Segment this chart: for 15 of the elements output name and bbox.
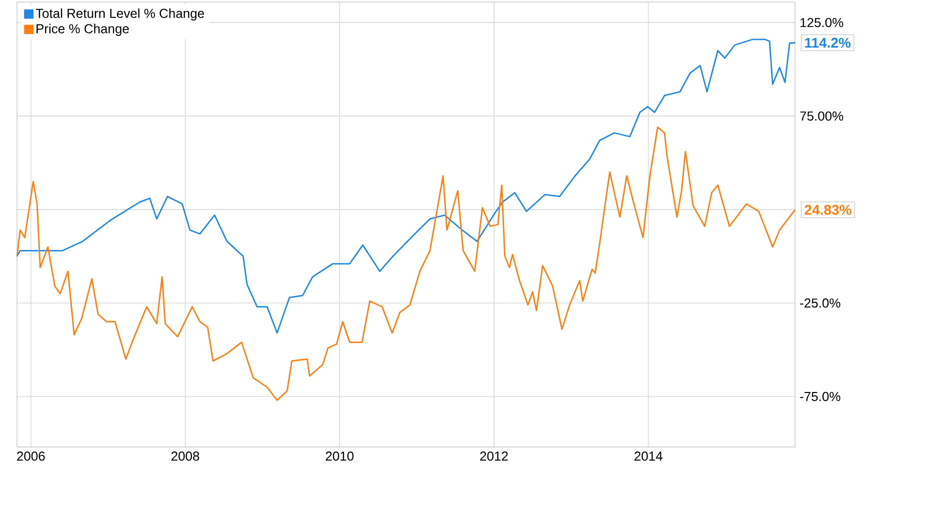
line-series: [16, 38, 796, 334]
y-tick-label: -75.0%: [800, 392, 840, 402]
x-tick-label: 2014: [634, 452, 662, 461]
data-label: 24.83%: [804, 204, 852, 215]
line-series: [16, 126, 796, 401]
x-tick-label: 2008: [171, 452, 200, 461]
x-tick-label: 2010: [326, 452, 354, 461]
y-tick-label: 75.00%: [800, 111, 844, 121]
y-tick-label: 125.0%: [800, 18, 844, 28]
x-tick-label: 2006: [17, 452, 45, 461]
legend-label: Total Return Level % Change: [36, 8, 204, 21]
data-label: 114.2%: [805, 38, 851, 48]
x-tick-label: 2012: [480, 452, 508, 461]
y-tick-label: -25.0%: [800, 298, 840, 308]
legend-label: Price % Change: [36, 24, 129, 36]
